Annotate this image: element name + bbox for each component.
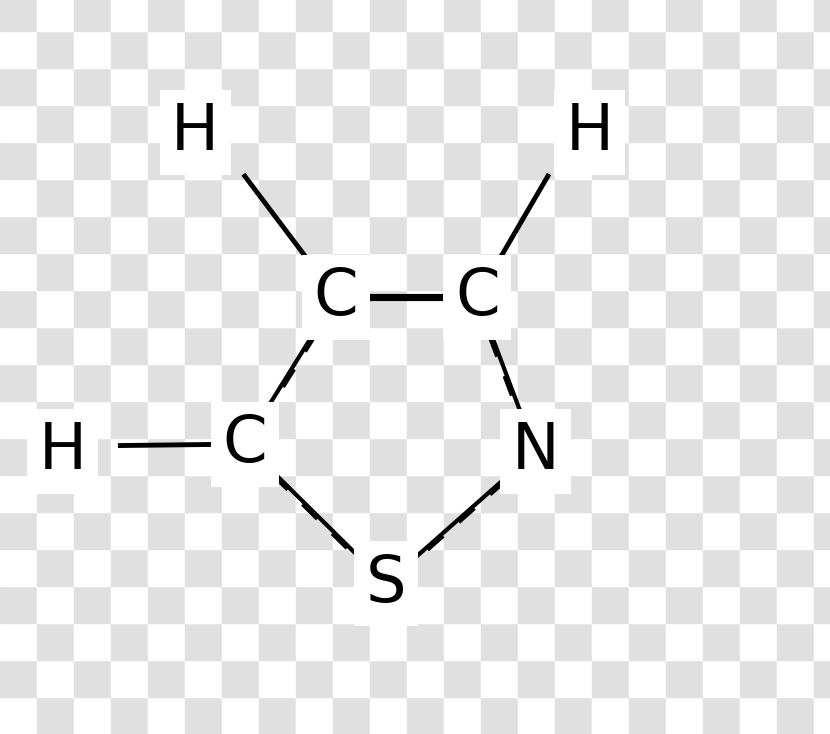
Text: H: H (565, 101, 613, 163)
Text: S: S (366, 553, 406, 614)
Text: C: C (455, 266, 500, 328)
Text: C: C (314, 266, 359, 328)
Text: H: H (38, 421, 86, 482)
Text: C: C (222, 413, 267, 475)
Text: N: N (511, 421, 559, 482)
Text: H: H (171, 101, 219, 163)
